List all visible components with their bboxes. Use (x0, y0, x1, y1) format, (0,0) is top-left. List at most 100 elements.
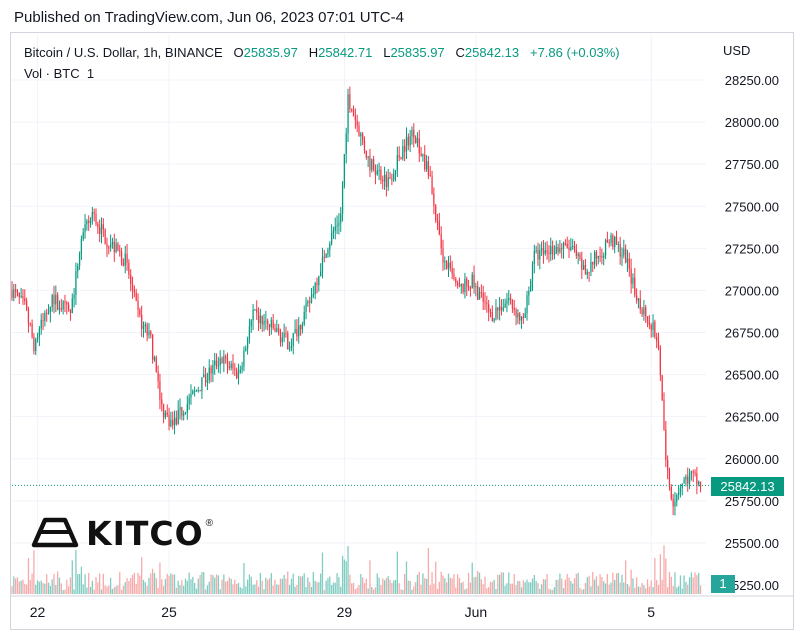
volume-bar (467, 572, 470, 594)
candle-body (367, 156, 369, 158)
volume-bar (559, 573, 561, 594)
chart-frame[interactable] (10, 32, 794, 630)
candle-body (478, 292, 481, 300)
volume-bar (261, 580, 263, 594)
volume-bar (665, 558, 667, 594)
candle-body (20, 296, 22, 298)
candle-body (564, 243, 567, 245)
volume-bar (323, 589, 325, 594)
volume-bar (661, 579, 663, 594)
candle-body (232, 363, 234, 369)
volume-bar (615, 573, 618, 594)
candle-body (562, 243, 565, 250)
candle-body (458, 285, 461, 287)
volume-bar (515, 585, 517, 594)
volume-bar (378, 577, 380, 594)
volume-bar (402, 589, 404, 594)
volume-bar (232, 584, 234, 594)
volume-bar (367, 588, 369, 594)
candle-body (555, 246, 557, 254)
candle-body (372, 159, 375, 170)
volume-bar (183, 585, 185, 594)
symbol-label[interactable]: Bitcoin / U.S. Dollar, 1h, BINANCE (24, 45, 223, 60)
volume-bar (351, 583, 353, 594)
volume-bar (135, 583, 137, 594)
candle-body (162, 404, 165, 418)
candle-body (486, 302, 488, 305)
volume-bar (672, 586, 674, 594)
volume-bar (131, 574, 134, 594)
volume-bar (533, 575, 535, 594)
candle-body (526, 295, 528, 314)
volume-bar (51, 579, 53, 594)
candle-body (338, 222, 340, 226)
volume-bar (239, 587, 241, 594)
volume-bar (237, 582, 240, 594)
volume-bar (33, 550, 35, 594)
volume-bar (424, 578, 426, 594)
candle-body (581, 258, 583, 270)
volume-bar (58, 577, 61, 594)
candle-body (639, 298, 641, 310)
volume-bar (404, 574, 406, 594)
y-tick-label: 28000.00 (725, 115, 779, 130)
volume-bar (493, 579, 495, 594)
volume-bar (15, 578, 17, 594)
candle-body (466, 278, 468, 287)
candle-body (239, 369, 241, 373)
volume-bar (268, 578, 271, 594)
volume-bar (489, 581, 492, 594)
volume-bar (429, 585, 431, 594)
volume-bar (582, 589, 585, 594)
volume-bar (119, 572, 121, 594)
candle-body (369, 156, 371, 171)
candle-body (652, 321, 654, 330)
candle-body (626, 258, 629, 263)
high-value: 25842.71 (318, 45, 373, 60)
volume-bar (354, 589, 356, 594)
volume-bar (590, 586, 592, 594)
candle-body (394, 170, 397, 174)
candle-body (78, 253, 81, 266)
candle-body (84, 224, 86, 233)
candle-body (64, 301, 66, 303)
candle-body (13, 289, 15, 298)
candle-body (16, 291, 19, 293)
volume-bar (362, 577, 364, 594)
volume-bar (340, 586, 342, 594)
candle-body (278, 328, 280, 333)
volume-bar (575, 573, 577, 594)
volume-bar (475, 576, 477, 594)
candle-body (49, 307, 51, 313)
volume-bar (692, 577, 694, 594)
volume-bar (632, 578, 634, 594)
candle-body (455, 278, 457, 283)
candle-body (327, 249, 329, 255)
candle-body (86, 220, 88, 225)
candle-body (97, 224, 99, 228)
volume-bar (595, 576, 598, 594)
candle-body (438, 221, 440, 235)
volume-bar (137, 572, 139, 594)
candle-body (628, 258, 630, 269)
candle-body (137, 300, 139, 310)
candle-body (610, 235, 612, 243)
candle-body (318, 276, 320, 286)
candle-body (491, 312, 493, 322)
volume-bar (146, 585, 148, 594)
candle-body (539, 249, 541, 260)
volume-bar (151, 568, 154, 594)
volume-bar (299, 576, 302, 594)
candle-body (309, 301, 311, 303)
volume-bar (374, 587, 377, 594)
volume-bar (540, 584, 543, 594)
candle-body (82, 232, 84, 240)
volume-bar (246, 579, 249, 594)
volume-bar (659, 554, 661, 594)
volume-bar (369, 560, 371, 594)
y-tick-label: 25750.00 (725, 494, 779, 509)
candle-body (696, 473, 698, 485)
volume-bar (16, 577, 19, 594)
candle-body (467, 286, 470, 289)
